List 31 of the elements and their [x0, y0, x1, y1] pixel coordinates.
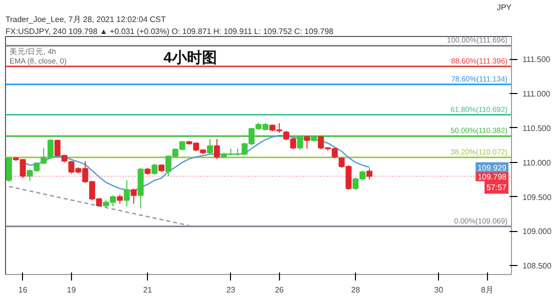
text: JPY — [496, 3, 512, 12]
annotation: 57:57 — [486, 182, 508, 192]
y-tick-label: 108.500 — [522, 262, 552, 271]
x-tick-label: 26 — [274, 286, 284, 294]
candlestick — [152, 163, 158, 176]
x-tick-label: 16 — [18, 286, 28, 294]
y-tick-label: 111.500 — [522, 55, 551, 64]
x-tick-label: 8月 — [481, 286, 494, 294]
text: 4小时图 — [164, 50, 217, 66]
y-tick-label: 109.500 — [522, 192, 552, 202]
candlestick — [124, 180, 130, 207]
annotation: 109.929 — [478, 163, 508, 172]
y-tick-label: 111.000 — [522, 90, 551, 99]
x-tick-label: 23 — [226, 286, 236, 294]
candlestick — [130, 188, 137, 204]
candlestick — [6, 157, 12, 182]
y-tick-label: 110.500 — [522, 124, 552, 133]
text: FX:USDJPY, 240 109.798 ▲ +0.031 (+0.03%) O: 109.871 H: 109.911 L: 109.752 C: 109.798 — [6, 27, 334, 36]
candlestick — [366, 168, 372, 180]
y-tick-label: 110.000 — [522, 158, 552, 168]
candlestick — [297, 135, 304, 150]
ref-line-label: 109.798 — [478, 172, 508, 182]
candlestick — [214, 138, 220, 160]
y-tick-label: 109.000 — [522, 227, 552, 236]
x-tick-label: 28 — [351, 286, 361, 294]
x-tick-label: 30 — [434, 286, 444, 294]
x-tick-label: 19 — [66, 286, 76, 294]
chart-subtitle: Trader_Joe_Lee, 7月 28, 2021 12:02:04 CST — [6, 15, 166, 24]
x-tick-label: 21 — [143, 286, 153, 294]
candlestick — [304, 135, 310, 150]
candlestick — [206, 138, 213, 155]
